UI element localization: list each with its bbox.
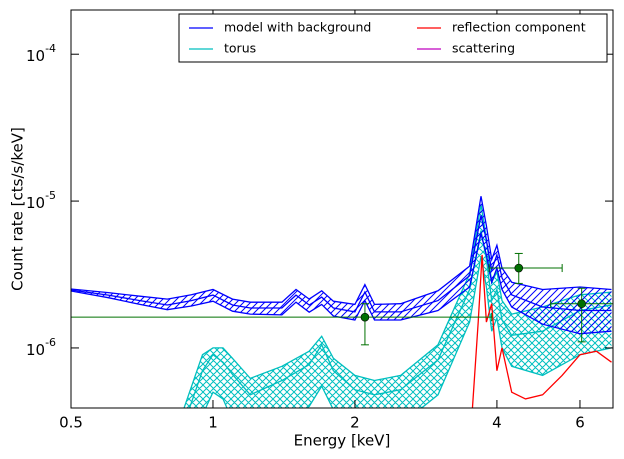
- data-point: [360, 312, 370, 322]
- y-tick-base: 10: [26, 47, 45, 65]
- band-edge: [71, 233, 612, 335]
- legend-label: torus: [224, 41, 256, 56]
- series-line: [471, 254, 612, 408]
- x-tick-label: 4: [492, 414, 502, 432]
- x-tick-label: 2: [350, 414, 360, 432]
- x-axis-label: Energy [keV]: [294, 432, 391, 450]
- y-tick-exponent: -4: [45, 42, 56, 55]
- x-tick-label: 0.5: [59, 414, 83, 432]
- band-edge: [183, 204, 612, 408]
- axes-frame: [70, 9, 614, 409]
- y-tick-exponent: -5: [45, 189, 56, 202]
- y-tick-label: 10-4: [26, 42, 56, 65]
- data-point: [577, 299, 586, 309]
- series-line: [188, 230, 612, 408]
- axes: 0.5 1 2 4 610-610-510-4: [26, 10, 613, 432]
- series-line: [71, 215, 612, 313]
- legend-label: model with background: [224, 20, 371, 35]
- plot-area: [71, 196, 613, 408]
- y-tick-label: 10-5: [26, 189, 56, 212]
- y-tick-label: 10-6: [26, 336, 56, 359]
- y-tick-base: 10: [26, 194, 45, 212]
- x-tick-label: 1: [208, 414, 218, 432]
- y-tick-exponent: -6: [45, 336, 56, 349]
- legend-label: scattering: [452, 41, 515, 56]
- legend-box: [178, 13, 608, 63]
- legend: model with background torus reflection com…: [178, 13, 608, 63]
- band-fill: [184, 204, 612, 408]
- legend-label: reflection component: [452, 20, 586, 35]
- data-point: [514, 263, 524, 273]
- x-tick-label: 6: [575, 414, 585, 432]
- band-edge: [204, 256, 612, 408]
- band-edge: [71, 196, 612, 306]
- band-fill: [71, 196, 612, 334]
- y-axis-label: Count rate [cts/s/keV]: [9, 127, 27, 291]
- y-tick-base: 10: [26, 340, 45, 358]
